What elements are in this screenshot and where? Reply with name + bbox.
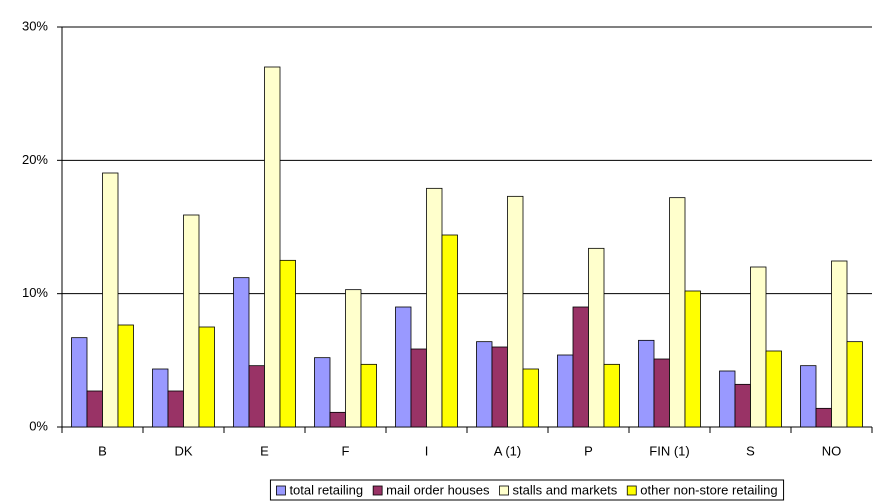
bar (572, 306, 589, 428)
bar (507, 195, 524, 428)
y-tick-label: 0% (29, 418, 48, 433)
legend-label: other non-store retailing (640, 482, 777, 497)
bar (86, 390, 103, 428)
legend-label: stalls and markets (512, 482, 617, 497)
y-tick-label: 10% (22, 285, 48, 300)
x-tick-label: E (260, 443, 269, 458)
bar (264, 66, 281, 428)
legend-swatch (276, 485, 286, 496)
legend-swatch (626, 485, 637, 496)
bar (360, 363, 377, 428)
x-tick-label: F (342, 443, 350, 458)
bar (329, 411, 346, 428)
legend-swatch (372, 485, 383, 496)
bar (102, 172, 119, 428)
bar (800, 365, 817, 428)
legend-label: mail order houses (386, 482, 490, 497)
bar (345, 289, 362, 428)
x-tick-label: B (98, 443, 107, 458)
y-tick-label: 30% (22, 18, 48, 33)
bar (588, 247, 605, 428)
bar (233, 277, 250, 428)
legend-box (269, 479, 785, 501)
bar (603, 363, 620, 428)
bar (167, 390, 184, 428)
x-tick-label: A (1) (494, 443, 521, 458)
bar (71, 337, 88, 428)
bar (734, 383, 751, 428)
bar (815, 407, 832, 428)
x-tick-label: I (425, 443, 429, 458)
bar (426, 187, 443, 428)
bar (314, 357, 331, 428)
bar (638, 339, 655, 428)
bar (152, 368, 169, 428)
bar (750, 266, 767, 428)
bar (279, 259, 296, 428)
bar (653, 358, 670, 428)
x-tick-label: S (746, 443, 755, 458)
legend-label: total retailing (289, 482, 363, 497)
x-tick-label: FIN (1) (649, 443, 689, 458)
y-tick-label: 20% (22, 152, 48, 167)
x-tick-label: NO (822, 443, 842, 458)
legend: total retailing mail order houses stalls a… (269, 479, 785, 501)
bar (117, 324, 134, 428)
bar (684, 290, 701, 428)
bar (765, 350, 782, 428)
bar (395, 306, 412, 428)
bar (476, 341, 493, 428)
bar (557, 354, 574, 428)
bar (183, 214, 200, 428)
bar (846, 341, 863, 428)
legend-swatch (499, 485, 509, 496)
bar (248, 365, 265, 428)
bar (719, 370, 736, 428)
x-tick-label: DK (174, 443, 192, 458)
bar (522, 368, 539, 428)
bar (491, 346, 508, 428)
bar (198, 326, 215, 428)
bar (831, 260, 848, 428)
x-tick-label: P (584, 443, 593, 458)
bar (669, 197, 686, 428)
bar (441, 234, 458, 428)
bar (410, 348, 427, 428)
